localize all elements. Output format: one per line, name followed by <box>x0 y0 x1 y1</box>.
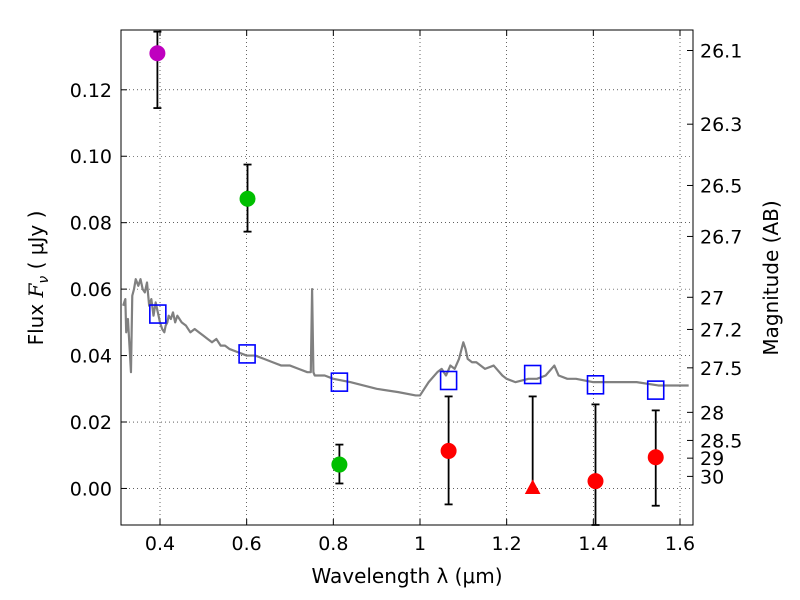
magnitude-axis-title: Magnitude (AB) <box>759 200 783 355</box>
x-tick-label: 0.4 <box>145 533 175 555</box>
x-tick-label: 0.6 <box>232 533 262 555</box>
observed-point <box>239 190 256 207</box>
x-axis-title: Wavelength λ (μm) <box>311 564 502 588</box>
magnitude-tick-label: 26.1 <box>700 41 742 63</box>
magnitude-tick-label: 28 <box>700 402 724 424</box>
x-tick-label: 1.2 <box>492 533 522 555</box>
magnitude-tick-label: 27.5 <box>700 358 742 380</box>
observed-point <box>647 449 664 466</box>
y-tick-label: 0.10 <box>70 146 112 168</box>
model-band-points <box>149 304 665 400</box>
y-tick-label: 0.08 <box>70 213 112 235</box>
observed-point <box>587 473 604 490</box>
magnitude-tick-label: 28.5 <box>700 430 742 452</box>
y-tick-label: 0.04 <box>70 346 112 368</box>
y-axis-title-suffix: ( μJy ) <box>24 211 48 276</box>
y-axis: 0.00 0.02 0.04 0.06 0.08 0.10 0.12 <box>70 80 127 500</box>
observed-point <box>331 456 348 473</box>
magnitude-tick-label: 27 <box>700 287 724 309</box>
y-axis-title-subscript: ν <box>36 276 52 284</box>
plot-frame <box>120 29 694 526</box>
magnitude-tick-label: 26.7 <box>700 226 742 248</box>
magnitude-tick-label: 30 <box>700 466 724 488</box>
y-axis-title: Flux Fν ( μJy ) <box>24 211 52 346</box>
model-band-square <box>523 364 542 385</box>
x-axis: 0.4 0.6 0.8 1 1.2 1.4 1.6 <box>145 30 695 555</box>
observed-point <box>440 442 457 459</box>
magnitude-tick-label: 29 <box>700 448 724 470</box>
y-axis-title-symbol: F <box>24 282 48 298</box>
x-tick-label: 1.6 <box>665 533 695 555</box>
y-tick-label: 0.00 <box>70 478 112 500</box>
observed-point <box>149 45 166 62</box>
x-tick-label: 1 <box>414 533 426 555</box>
y-tick-label: 0.02 <box>70 412 112 434</box>
magnitude-tick-label: 26.5 <box>700 175 742 197</box>
y-tick-label: 0.12 <box>70 80 112 102</box>
upper-limit-triangle <box>524 479 541 494</box>
model-band-square <box>330 372 349 392</box>
model-band-square <box>646 380 665 400</box>
y-tick-label: 0.06 <box>70 279 112 301</box>
model-band-square <box>439 370 458 391</box>
observed-points <box>149 45 664 494</box>
plot-background <box>121 30 693 525</box>
magnitude-tick-label: 27.2 <box>700 319 742 341</box>
model-band-square <box>149 304 167 324</box>
magnitude-tick-label: 26.3 <box>700 114 742 136</box>
x-tick-label: 1.4 <box>578 533 608 555</box>
model-band-square <box>238 344 256 364</box>
model-band-square <box>586 375 605 395</box>
x-tick-label: 0.8 <box>318 533 348 555</box>
y-axis-title-prefix: Flux <box>24 297 48 345</box>
